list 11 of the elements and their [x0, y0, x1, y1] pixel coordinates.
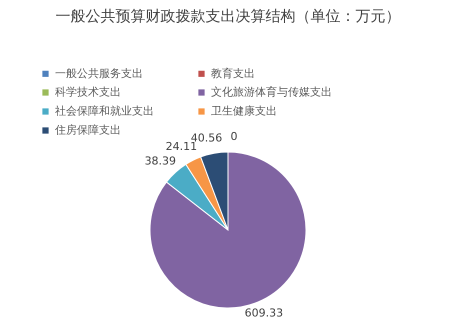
chart-title: 一般公共预算财政拨款支出决算结构（单位：万元） — [56, 7, 400, 25]
legend-label: 教育支出 — [211, 66, 255, 80]
legend-label: 文化旅游体育与传媒支出 — [211, 86, 332, 98]
text: 0 — [230, 130, 238, 143]
data-label: 609.33 — [244, 306, 284, 320]
data-label: 38.39 — [144, 154, 176, 168]
legend-label: 一般公共服务支出 — [55, 66, 143, 80]
legend-label: 科学技术支出 — [55, 86, 121, 98]
legend-label: 社会保障和就业支出 — [55, 104, 154, 118]
legend-label: 卫生健康支出 — [211, 104, 277, 118]
legend-label: 住房保障支出 — [55, 124, 121, 136]
